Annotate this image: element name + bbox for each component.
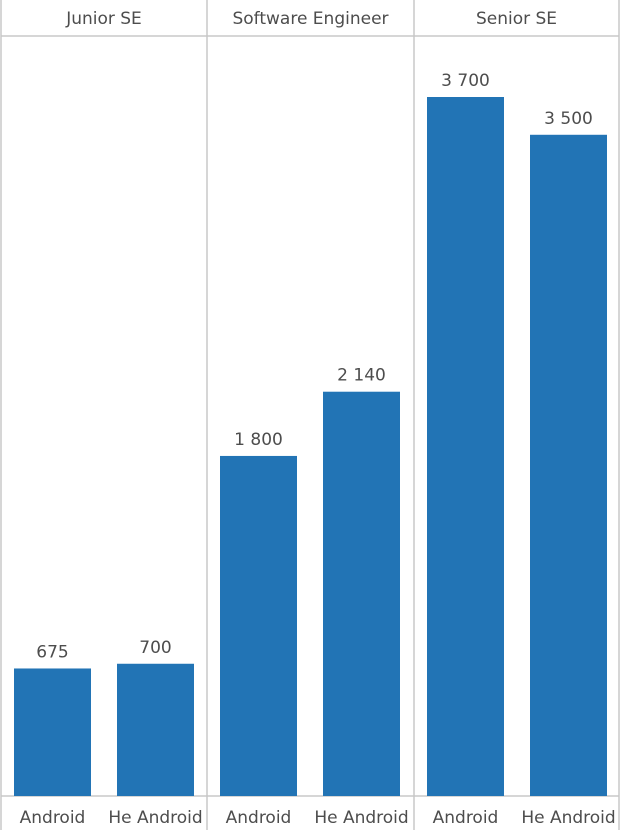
bar xyxy=(117,663,194,796)
category-label: Android xyxy=(433,808,499,828)
bar-value-label: 700 xyxy=(139,638,171,658)
category-label: He Android xyxy=(314,808,408,828)
bar-value-label: 3 500 xyxy=(544,109,593,129)
category-label: He Android xyxy=(108,808,202,828)
bar-value-label: 1 800 xyxy=(234,430,283,450)
bar-value-label: 2 140 xyxy=(337,366,386,386)
bar xyxy=(427,97,504,796)
bar xyxy=(323,391,400,796)
bar xyxy=(530,134,607,796)
panel-title: Junior SE xyxy=(65,9,142,29)
panel-titles: Junior SE Software Engineer Senior SE xyxy=(65,9,557,29)
bar xyxy=(14,668,91,796)
bar-value-label: 675 xyxy=(36,642,68,662)
category-label: He Android xyxy=(521,808,615,828)
value-labels: 675 700 1 800 2 140 3 700 3 500 xyxy=(36,71,593,662)
category-label: Android xyxy=(20,808,86,828)
panel-title: Software Engineer xyxy=(232,9,388,29)
category-label: Android xyxy=(226,808,292,828)
panel-title: Senior SE xyxy=(476,9,557,29)
bar-value-label: 3 700 xyxy=(441,71,490,91)
bar xyxy=(220,455,297,796)
bars xyxy=(14,97,607,796)
category-labels: Android He Android Android He Android Androi… xyxy=(20,808,616,828)
